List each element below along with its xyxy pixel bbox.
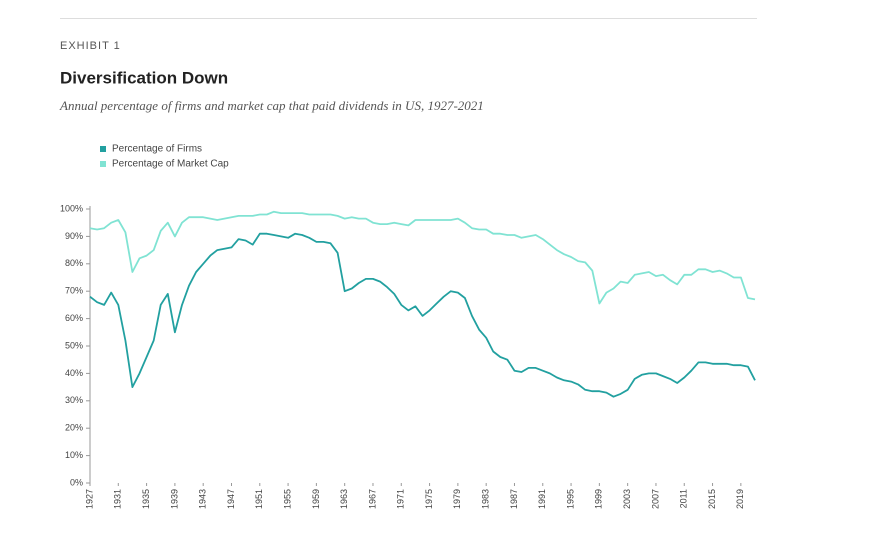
x-tick-label: 2007: [650, 489, 660, 509]
x-tick-label: 1999: [594, 489, 604, 509]
x-tick-label: 1927: [84, 489, 94, 509]
y-tick-label: 0%: [70, 477, 83, 487]
x-tick-label: 2019: [735, 489, 745, 509]
chart-title: Diversification Down: [60, 68, 228, 87]
series-line: [89, 232, 756, 398]
x-tick-label: 1939: [169, 489, 179, 509]
legend-swatch: [100, 161, 106, 167]
x-tick-label: 1963: [339, 489, 349, 509]
exhibit-label: EXHIBIT 1: [60, 40, 121, 52]
legend-label: Percentage of Market Cap: [112, 159, 229, 170]
x-tick-label: 1991: [537, 489, 547, 509]
chart-subtitle: Annual percentage of firms and market ca…: [59, 98, 484, 113]
y-tick-label: 30%: [65, 395, 83, 405]
x-tick-label: 1935: [141, 489, 151, 509]
y-tick-label: 40%: [65, 368, 83, 378]
x-tick-label: 1967: [367, 489, 377, 509]
y-tick-label: 10%: [65, 450, 83, 460]
y-tick-label: 60%: [65, 313, 83, 323]
x-tick-label: 1971: [396, 489, 406, 509]
x-tick-label: 2015: [707, 489, 717, 509]
x-tick-label: 1951: [254, 489, 264, 509]
x-tick-label: 1975: [424, 489, 434, 509]
x-tick-label: 1995: [565, 489, 575, 509]
x-tick-label: 2003: [622, 489, 632, 509]
y-tick-label: 50%: [65, 340, 83, 350]
y-tick-label: 20%: [65, 423, 83, 433]
x-tick-label: 1947: [226, 489, 236, 509]
legend-label: Percentage of Firms: [112, 144, 202, 155]
y-tick-label: 90%: [65, 231, 83, 241]
x-tick-label: 1987: [509, 489, 519, 509]
x-tick-label: 1955: [282, 489, 292, 509]
x-tick-label: 1959: [311, 489, 321, 509]
x-tick-label: 2011: [679, 489, 689, 508]
y-tick-label: 70%: [65, 286, 83, 296]
y-tick-label: 80%: [65, 258, 83, 268]
x-tick-label: 1979: [452, 489, 462, 509]
series-line: [89, 210, 756, 305]
x-tick-label: 1943: [198, 489, 208, 509]
x-tick-label: 1983: [481, 489, 491, 509]
x-tick-label: 1931: [113, 489, 123, 509]
legend-swatch: [100, 146, 106, 152]
y-tick-label: 100%: [60, 203, 83, 213]
